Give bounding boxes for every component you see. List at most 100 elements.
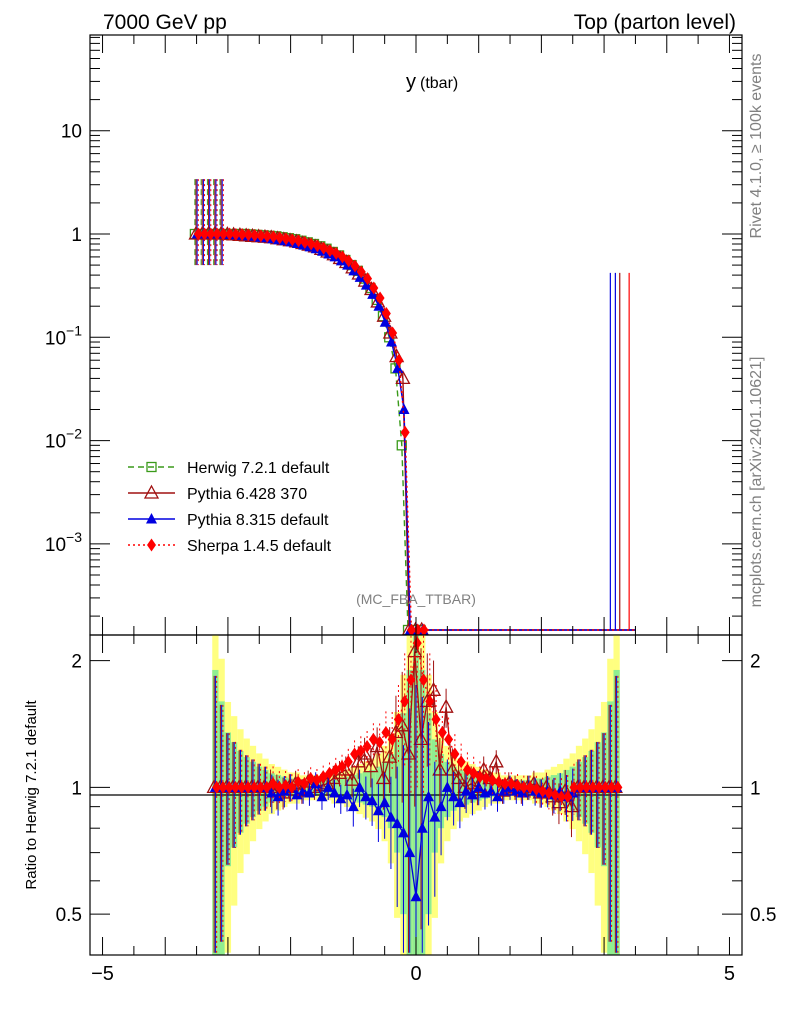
main-y-tick-exponent: −1: [66, 322, 82, 338]
ratio-point: [291, 788, 303, 800]
data-point: [237, 227, 247, 241]
data-point: [406, 623, 416, 635]
data-point: [319, 241, 329, 255]
main-y-tick-label: 10−1: [45, 322, 82, 349]
ratio-point: [406, 673, 416, 687]
data-point: [206, 227, 216, 241]
main-error-bars: [194, 179, 630, 630]
ratio-point: [613, 780, 623, 794]
data-point: [269, 230, 279, 244]
ratio-point: [519, 780, 529, 794]
ratio-point: [382, 748, 398, 763]
ratio-point: [387, 732, 397, 746]
main-series-layer: [188, 225, 638, 635]
legend-marker: [146, 513, 157, 524]
legend-entry-label: Sherpa 1.4.5 default: [187, 538, 332, 555]
ratio-point: [341, 788, 353, 800]
ratio-point: [379, 796, 391, 808]
analysis-id-label: (MC_FBA_TTBAR): [356, 591, 476, 607]
ratio-point: [498, 785, 510, 796]
observable-main-label: y: [406, 71, 416, 93]
ratio-y-axis: 2 2 1 1 0.5 0.5: [56, 652, 777, 927]
ratio-point: [563, 790, 573, 804]
ratio-point: [438, 698, 454, 713]
main-x-ticks: [102, 35, 730, 635]
ratio-x-tick-label: 5: [724, 963, 735, 985]
ratio-point: [322, 781, 334, 792]
ratio-point: [588, 780, 598, 794]
ratio-point: [488, 753, 504, 768]
ratio-point: [476, 761, 492, 776]
ratio-y-tick-label-right: 0.5: [750, 905, 776, 926]
ratio-point: [385, 811, 397, 822]
ratio-point: [329, 786, 340, 798]
data-point: [363, 272, 373, 286]
ratio-point: [218, 780, 228, 794]
data-point: [200, 227, 210, 241]
ratio-point: [360, 790, 372, 802]
ratio-point: [550, 788, 560, 802]
process-label: Top (parton level): [574, 11, 736, 34]
main-y-tick-exponent: −3: [66, 529, 82, 545]
ratio-point: [347, 800, 359, 812]
data-point: [262, 229, 272, 243]
energy-label: 7000 GeV pp: [103, 11, 227, 34]
ratio-point: [404, 846, 416, 858]
rivet-version-label: Rivet 4.1.0, ≥ 100k events: [748, 54, 765, 239]
data-point: [396, 440, 407, 451]
legend-marker: [147, 538, 156, 552]
ratio-point: [416, 822, 428, 833]
ratio-point: [230, 780, 240, 794]
data-point: [287, 233, 297, 247]
data-point: [312, 239, 322, 253]
ratio-point: [362, 740, 372, 754]
data-point: [419, 623, 429, 635]
data-point: [394, 353, 404, 367]
ratio-point: [563, 798, 580, 813]
ratio-point: [444, 732, 454, 746]
ratio-point: [410, 890, 422, 902]
ratio-point: [492, 790, 503, 802]
ratio-series-layer: [206, 635, 623, 953]
data-point: [294, 234, 304, 248]
ratio-point: [343, 755, 353, 769]
ratio-point: [316, 790, 328, 802]
data-point: [344, 254, 354, 268]
data-point: [212, 227, 222, 241]
ratio-point: [510, 785, 522, 796]
mcplots-url-label: mcplots.cern.ch [arXiv:2401.10621]: [748, 357, 765, 608]
data-point: [413, 623, 423, 635]
main-y-tick-exponent: −2: [66, 426, 82, 442]
data-point: [398, 403, 410, 415]
ratio-panel: 2 2 1 1 0.5 0.5 −5 0 5 Ratio to Herwig 7.2.1 de…: [23, 634, 777, 985]
ratio-point: [266, 786, 278, 798]
data-point: [300, 235, 310, 249]
ratio-point: [293, 775, 303, 789]
ratio-point: [456, 755, 466, 769]
ratio-point: [569, 780, 579, 794]
ratio-point: [375, 735, 385, 749]
ratio-y-tick-label: 2: [71, 652, 82, 673]
band-inner: [350, 774, 357, 801]
main-y-tick-label: 10−2: [45, 426, 82, 453]
ratio-point: [425, 681, 442, 696]
legend-entry-label: Pythia 8.315 default: [187, 512, 329, 529]
ratio-point: [287, 780, 297, 794]
ratio-point: [419, 673, 429, 687]
ratio-point: [481, 771, 491, 785]
data-point: [350, 259, 360, 273]
ratio-point: [335, 792, 347, 804]
data-point: [218, 227, 228, 241]
legend-entry-label: Pythia 6.428 370: [187, 486, 307, 503]
data-point: [306, 237, 316, 251]
ratio-point: [437, 725, 447, 739]
ratio-point: [556, 790, 566, 804]
ratio-point: [372, 804, 384, 816]
ratio-point: [544, 786, 554, 800]
ratio-point: [463, 775, 479, 790]
ratio-point: [473, 781, 485, 792]
data-point: [385, 336, 397, 347]
ratio-point: [460, 785, 472, 796]
ratio-point: [466, 788, 478, 800]
data-point: [356, 265, 366, 279]
